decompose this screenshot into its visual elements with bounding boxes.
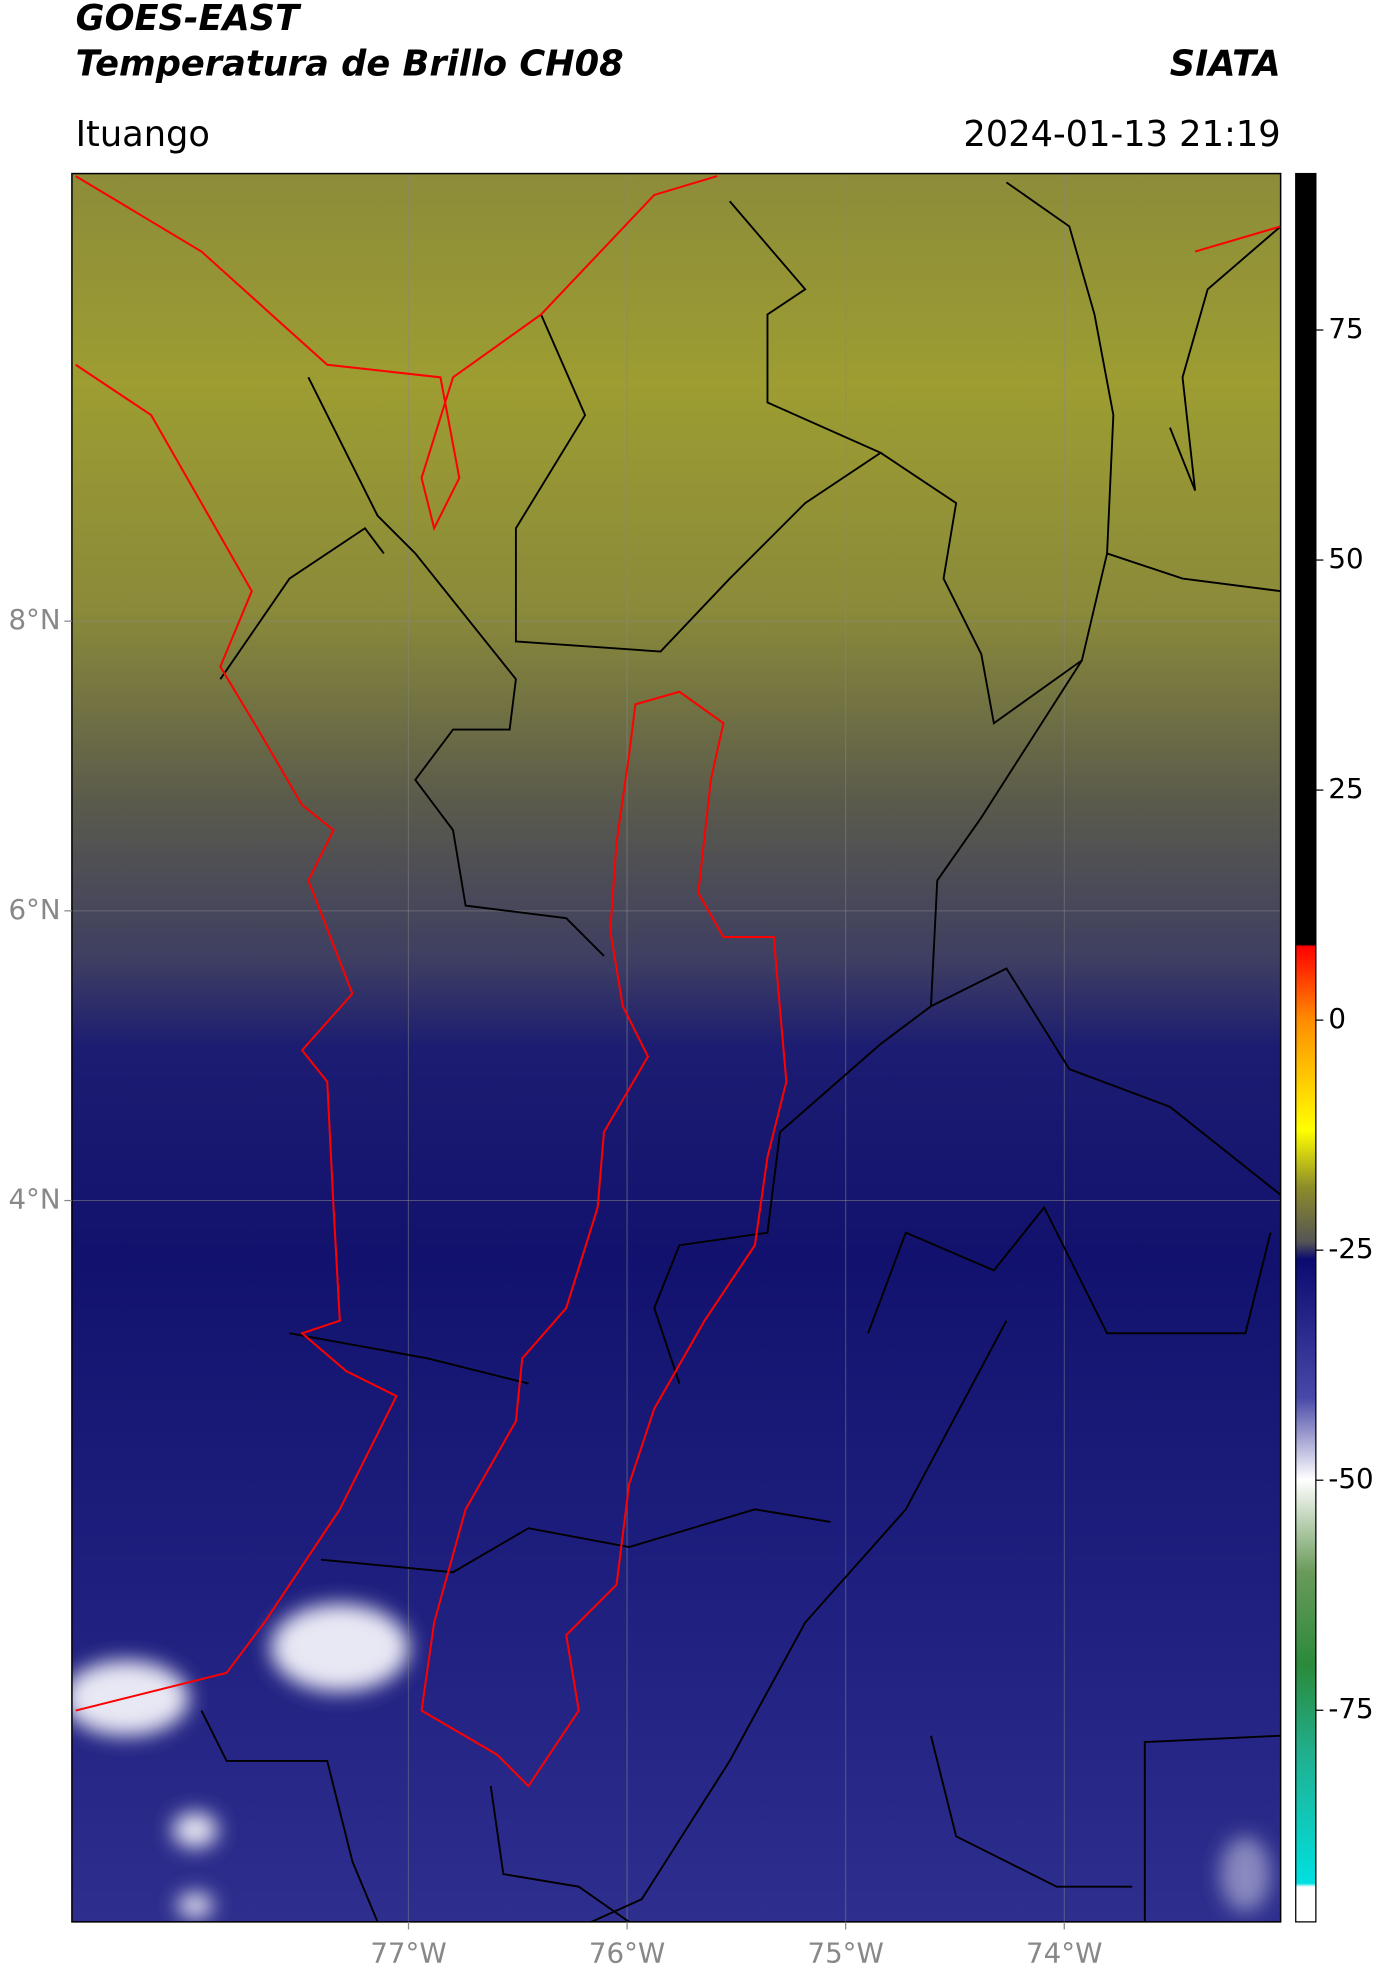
- region-outline: [75, 175, 1281, 1788]
- credit: SIATA: [1170, 43, 1281, 84]
- colorbar-tick-label: 25: [1328, 772, 1363, 805]
- title: GOES-EAST: [76, 0, 302, 39]
- colorbar-tick-label: -25: [1328, 1232, 1373, 1265]
- y-tick-label: 4°N: [8, 1183, 60, 1216]
- colorbar-tick-label: -50: [1328, 1462, 1373, 1495]
- subtitle: Temperatura de Brillo CH08: [76, 43, 624, 84]
- x-tick-label: 74°W: [1026, 1937, 1102, 1970]
- x-tick-label: 75°W: [807, 1937, 883, 1970]
- borders: [200, 181, 1281, 1922]
- imagery: [71, 173, 1281, 1922]
- y-tick-label: 8°N: [8, 603, 60, 636]
- colorbar-tick-label: 0: [1328, 1002, 1346, 1035]
- colorbar: [1295, 172, 1317, 1923]
- location: Ituango: [76, 114, 210, 155]
- map-frame: [71, 172, 1282, 1923]
- colorbar-tick-label: 50: [1328, 542, 1363, 575]
- clouds: [71, 1603, 1271, 1919]
- colorbar-tick-label: 75: [1328, 312, 1363, 345]
- x-tick-label: 77°W: [370, 1937, 446, 1970]
- grid: [71, 173, 1281, 1922]
- colorbar-tick-label: -75: [1328, 1692, 1373, 1725]
- datetime: 2024-01-13 21:19: [963, 114, 1280, 155]
- x-tick-label: 76°W: [589, 1937, 665, 1970]
- map-area: [71, 173, 1281, 1922]
- y-tick-label: 6°N: [8, 893, 60, 926]
